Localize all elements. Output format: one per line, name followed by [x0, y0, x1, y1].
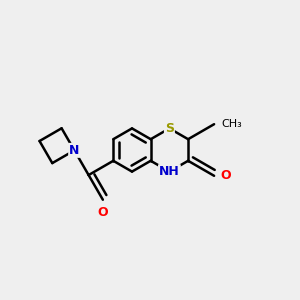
Text: N: N — [69, 144, 80, 157]
Text: S: S — [165, 122, 174, 135]
Text: O: O — [220, 169, 231, 182]
Text: CH₃: CH₃ — [222, 119, 242, 129]
Text: O: O — [98, 206, 108, 219]
Text: NH: NH — [159, 165, 180, 178]
